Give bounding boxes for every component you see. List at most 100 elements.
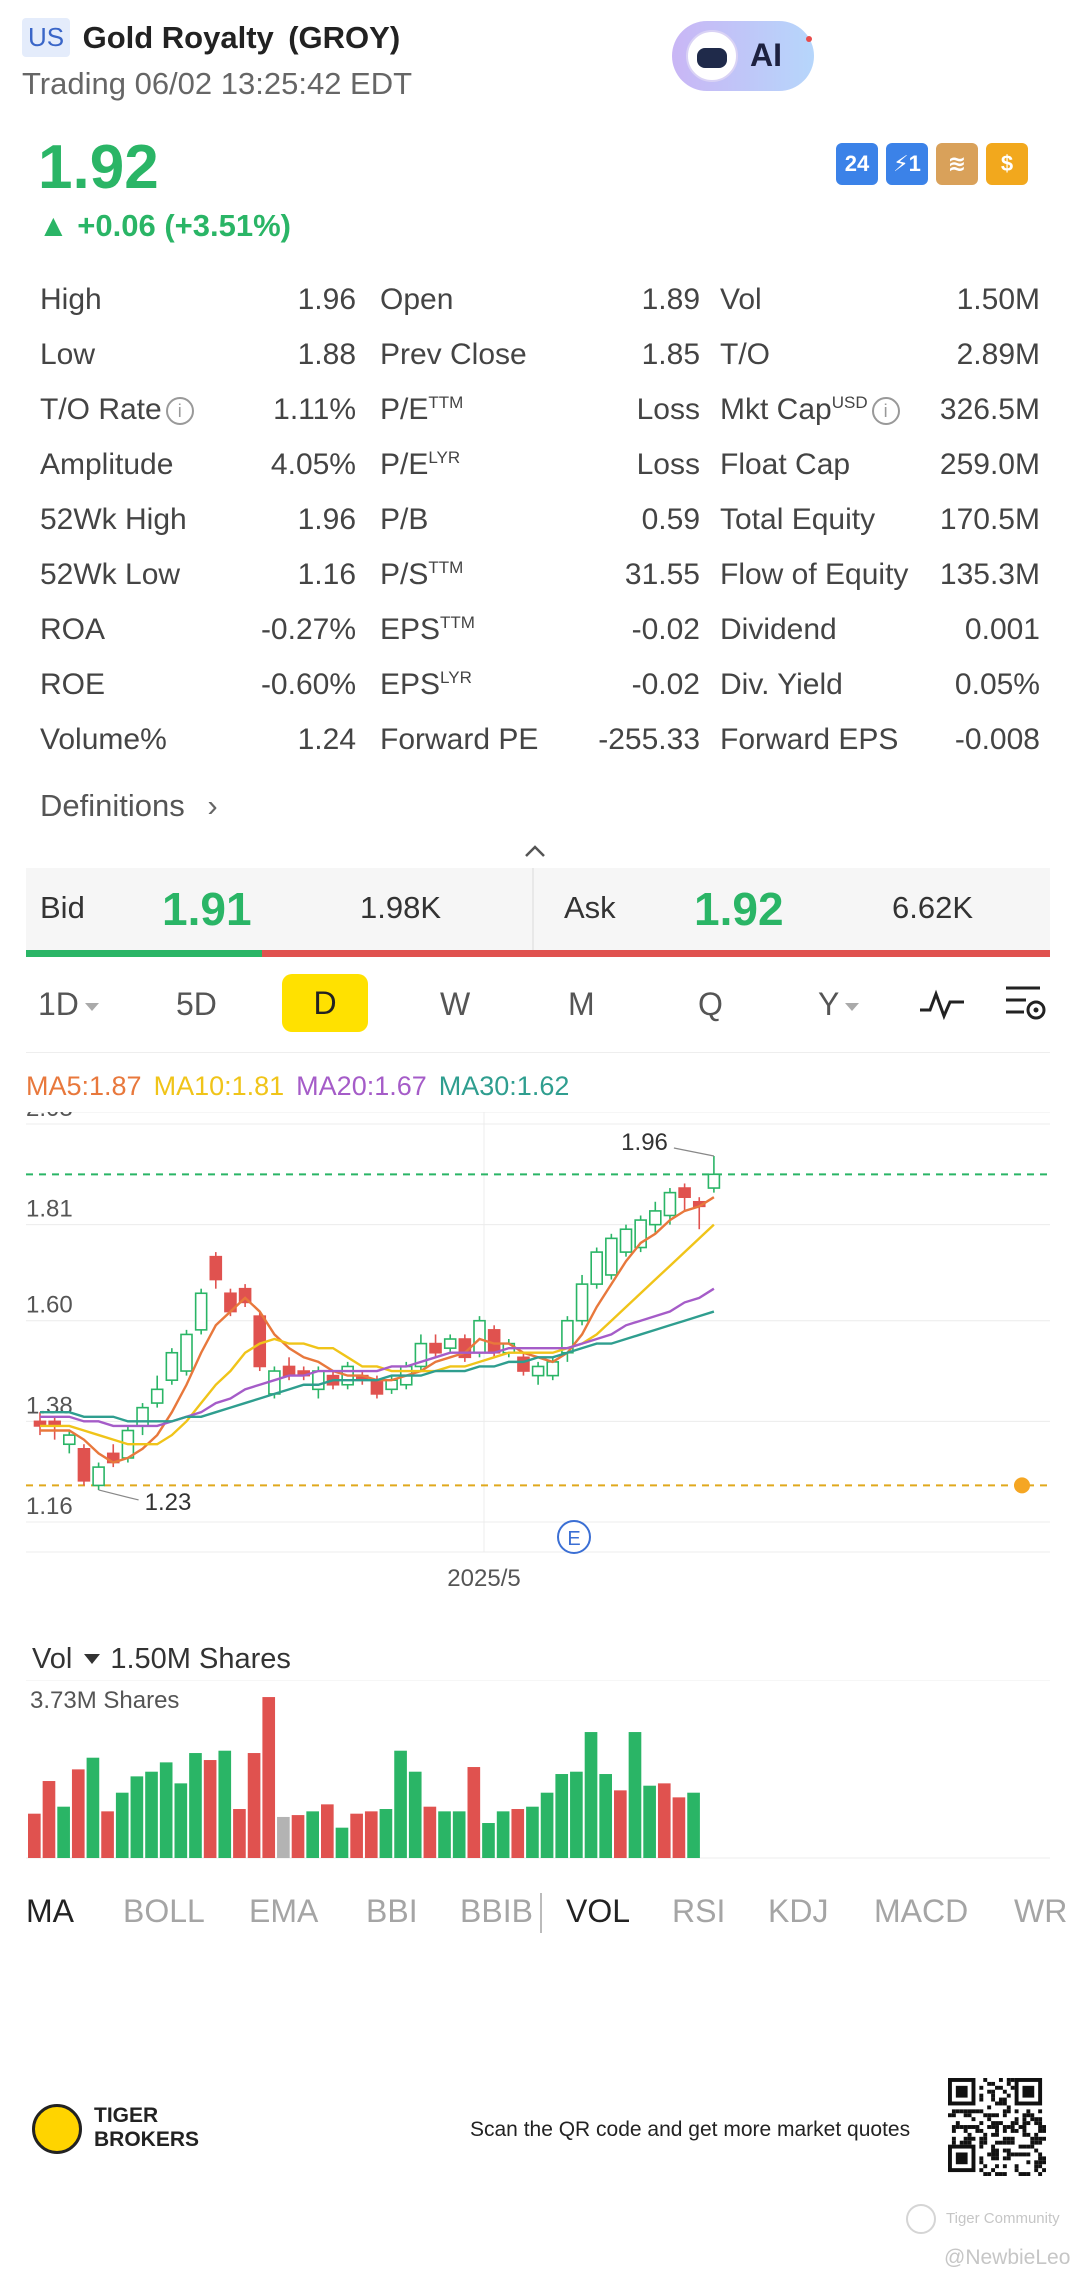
dollar-icon[interactable]: $ xyxy=(986,143,1028,185)
candle-body xyxy=(385,1379,398,1391)
feature-badges: 24 ⚡1 ≋ $ xyxy=(836,143,1036,185)
stat-label-text: T/O xyxy=(720,338,770,371)
stat-label-text: High xyxy=(40,283,102,316)
stat-label-text: Vol xyxy=(720,283,762,316)
tiger-logo-icon xyxy=(32,2104,82,2154)
qr-module xyxy=(1010,2140,1015,2145)
indicator-boll[interactable]: BOLL xyxy=(123,1893,205,1929)
indicator-ma[interactable]: MA xyxy=(26,1893,74,1929)
info-icon[interactable]: i xyxy=(871,397,900,426)
stat-value: 259.0M xyxy=(939,448,1040,481)
qr-module xyxy=(987,2172,992,2176)
qr-module xyxy=(1006,2078,1011,2082)
qr-module xyxy=(1002,2125,1007,2129)
qr-module xyxy=(979,2109,984,2114)
price-change: ▲ +0.06 (+3.51%) xyxy=(38,208,291,243)
volume-bar xyxy=(277,1816,290,1858)
indicator-ema[interactable]: EMA xyxy=(249,1893,319,1929)
qr-module xyxy=(998,2101,1003,2106)
tab-5d[interactable]: 5D xyxy=(176,986,217,1023)
volume-bar xyxy=(101,1811,114,1858)
qr-module xyxy=(967,2125,972,2129)
stat-label: Prev Close xyxy=(380,338,527,372)
collapse-caret-icon[interactable] xyxy=(522,838,548,864)
qr-module xyxy=(995,2128,999,2133)
dropdown-arrow-icon xyxy=(845,1002,860,1011)
qr-module xyxy=(1026,2109,1031,2114)
lightning-icon[interactable]: ⚡1 xyxy=(886,143,928,185)
bid-label: Bid xyxy=(40,890,85,925)
stat-label-text: Div. Yield xyxy=(720,668,843,701)
indicator-bbi[interactable]: BBI xyxy=(366,1893,418,1929)
qr-module xyxy=(1006,2125,1011,2129)
ask-label: Ask xyxy=(564,890,616,925)
qr-module xyxy=(1038,2140,1043,2145)
indicator-kdj[interactable]: KDJ xyxy=(768,1893,829,1929)
qr-module xyxy=(1006,2140,1011,2145)
qr-module xyxy=(983,2078,988,2082)
qr-module xyxy=(1010,2128,1015,2133)
tab-y-label: Y xyxy=(818,986,840,1022)
indicator-macd[interactable]: MACD xyxy=(874,1893,969,1929)
definitions-link[interactable]: Definitions › xyxy=(40,788,218,824)
volume-header[interactable]: Vol 1.50M Shares xyxy=(32,1643,291,1676)
indicator-rsi[interactable]: RSI xyxy=(672,1893,726,1929)
candle-body xyxy=(531,1365,545,1377)
chart-type-icon[interactable] xyxy=(918,984,966,1024)
stat-label: Dividend xyxy=(720,613,837,647)
tab-q[interactable]: Q xyxy=(698,986,723,1023)
volume-bar xyxy=(71,1769,85,1858)
tab-5d-label: 5D xyxy=(176,986,217,1022)
qr-module xyxy=(967,2113,972,2118)
chart-settings-icon[interactable] xyxy=(1004,982,1048,1026)
qr-code-icon xyxy=(948,2078,1046,2176)
stat-value: 1.16 xyxy=(297,558,356,591)
stat-label-text: P/B xyxy=(380,503,429,536)
indicator-vol[interactable]: VOL xyxy=(566,1893,631,1929)
stat-value: 1.88 xyxy=(297,338,356,371)
divider xyxy=(26,1052,1050,1053)
volume-bar xyxy=(452,1811,466,1858)
24-hour-icon[interactable]: 24 xyxy=(836,143,878,185)
qr-module xyxy=(951,2128,956,2133)
qr-module xyxy=(991,2125,996,2129)
volume-bar xyxy=(408,1771,422,1858)
stat-value: 1.96 xyxy=(297,503,356,536)
stat-label-text: 52Wk High xyxy=(40,503,187,536)
stat-label: Flow of Equity xyxy=(720,558,908,592)
ai-assistant-button[interactable]: AI xyxy=(672,21,814,91)
tab-m[interactable]: M xyxy=(568,986,595,1023)
alert-marker-icon[interactable] xyxy=(1014,1477,1030,1494)
ma-legend: MA5:1.87 MA10:1.81 MA20:1.67 MA30:1.62 xyxy=(26,1071,581,1102)
candle xyxy=(678,1183,691,1211)
volume-bar xyxy=(306,1811,319,1858)
volume-chart[interactable] xyxy=(26,1680,1050,1860)
tab-y[interactable]: Y xyxy=(818,986,860,1023)
layers-icon[interactable]: ≋ xyxy=(936,143,978,185)
qr-module xyxy=(987,2125,992,2129)
stat-label-text: Open xyxy=(380,283,454,316)
indicator-bbib[interactable]: BBIB xyxy=(460,1893,533,1929)
tab-d[interactable]: D xyxy=(282,974,368,1032)
candle-body xyxy=(590,1251,604,1285)
qr-module xyxy=(1038,2136,1043,2141)
qr-module xyxy=(1030,2117,1035,2122)
info-icon[interactable]: i xyxy=(165,397,194,426)
tab-1d[interactable]: 1D xyxy=(38,986,99,1023)
stat-label: Volume% xyxy=(40,723,167,757)
high-pointer xyxy=(673,1147,715,1157)
high-annotation: 1.96 xyxy=(621,1129,668,1156)
tab-w[interactable]: W xyxy=(440,986,470,1023)
stat-label-text: P/S xyxy=(380,558,429,591)
candle xyxy=(443,1334,457,1353)
qr-module xyxy=(1042,2156,1046,2161)
qr-module xyxy=(979,2160,984,2165)
stat-label-text: Forward EPS xyxy=(720,723,899,756)
candlestick-chart[interactable]: 2.03 1.81 1.60 1.38 1.16 2025/5 1.96 1.23 E xyxy=(26,1112,1050,1612)
qr-module xyxy=(979,2128,984,2133)
qr-module xyxy=(1030,2136,1035,2141)
stat-label-text: ROA xyxy=(40,613,106,646)
candle xyxy=(619,1224,633,1257)
indicator-wr[interactable]: WR xyxy=(1014,1893,1068,1929)
earnings-event-icon[interactable] xyxy=(557,1520,591,1554)
